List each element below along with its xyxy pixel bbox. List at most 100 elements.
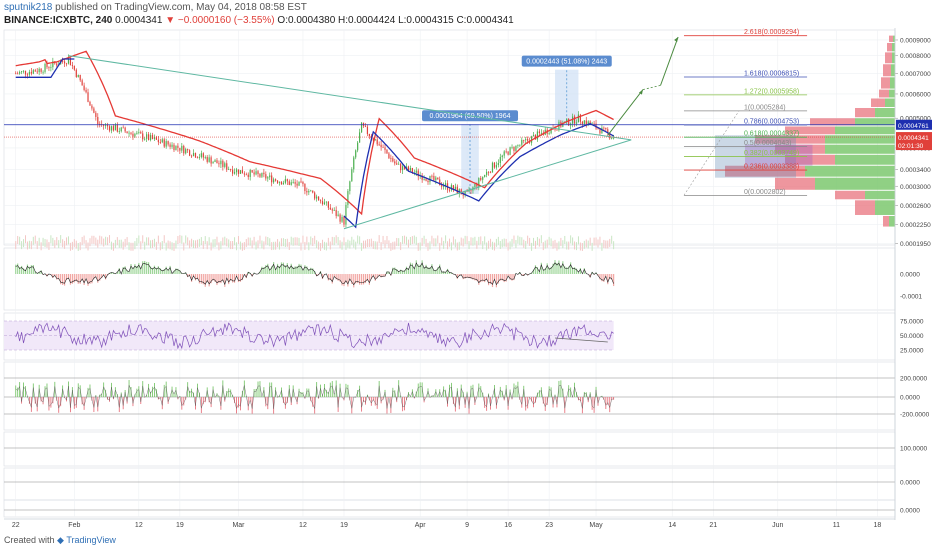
macd-histogram-bar bbox=[204, 274, 206, 287]
candle-body bbox=[249, 170, 251, 177]
volume-profile-bar bbox=[879, 89, 889, 98]
candle-body bbox=[511, 146, 513, 148]
candle-body bbox=[540, 132, 542, 134]
projection-arrow-line bbox=[607, 89, 644, 136]
volume-bar bbox=[128, 242, 130, 251]
volume-bar bbox=[52, 237, 54, 246]
macd-histogram-bar bbox=[423, 267, 425, 274]
time-tick-label: 9 bbox=[465, 522, 469, 529]
volume-profile-bar bbox=[835, 190, 865, 200]
candle-body bbox=[190, 155, 193, 157]
candle-body bbox=[179, 147, 181, 151]
volume-bar bbox=[109, 235, 111, 244]
candle-body bbox=[454, 186, 456, 190]
macd-histogram-bar bbox=[415, 260, 417, 274]
candle-body bbox=[587, 121, 589, 125]
volume-bar bbox=[400, 242, 402, 251]
macd-histogram-bar bbox=[187, 274, 189, 278]
candle-body bbox=[146, 134, 148, 139]
candle-body bbox=[538, 131, 540, 134]
volume-bar bbox=[212, 239, 214, 248]
macd-histogram-bar bbox=[571, 267, 574, 274]
macd-histogram-bar bbox=[85, 274, 87, 280]
volume-bar bbox=[335, 235, 337, 244]
macd-histogram-bar bbox=[499, 274, 501, 281]
volume-bar bbox=[417, 242, 419, 251]
candle-body bbox=[466, 190, 468, 192]
candle-body bbox=[304, 184, 306, 192]
macd-axis-label: -0.0001 bbox=[900, 294, 922, 301]
macd-histogram-bar bbox=[403, 270, 406, 274]
measure-box bbox=[555, 69, 579, 125]
macd-histogram-bar bbox=[378, 274, 380, 276]
candle-body bbox=[108, 126, 111, 131]
volume-bar bbox=[34, 235, 36, 244]
time-tick-label: 14 bbox=[668, 522, 676, 529]
macd-histogram-bar bbox=[112, 272, 115, 274]
volume-bar bbox=[214, 239, 216, 248]
candle-body bbox=[120, 127, 122, 132]
candle-body bbox=[577, 114, 580, 123]
candle-body bbox=[40, 68, 42, 72]
volume-bar bbox=[404, 235, 406, 244]
macd-histogram-bar bbox=[20, 265, 23, 274]
volume-bar bbox=[474, 236, 476, 245]
macd-axis-label: 0.0000 bbox=[900, 272, 920, 279]
tradingview-link[interactable]: TradingView bbox=[66, 535, 116, 545]
macd-histogram-bar bbox=[589, 274, 591, 278]
macd-histogram-bar bbox=[245, 274, 247, 279]
volume-bar bbox=[445, 235, 447, 244]
arrow-head-icon bbox=[674, 37, 679, 43]
osc-line bbox=[15, 385, 614, 409]
macd-histogram-bar bbox=[196, 274, 199, 279]
candle-body bbox=[284, 179, 286, 183]
macd-histogram-bar bbox=[65, 274, 68, 281]
macd-histogram-bar bbox=[538, 270, 540, 274]
macd-histogram-bar bbox=[286, 263, 288, 274]
volume-profile bbox=[715, 35, 895, 227]
volume-bar bbox=[579, 242, 581, 251]
volume-bar bbox=[355, 241, 357, 250]
volume-bar bbox=[259, 235, 261, 244]
macd-histogram-bar bbox=[443, 271, 445, 274]
volume-bar bbox=[380, 242, 382, 251]
macd-histogram-bar bbox=[308, 269, 310, 274]
macd-histogram-bar bbox=[396, 269, 398, 274]
volume-bar bbox=[363, 240, 365, 249]
candle-body bbox=[196, 157, 199, 159]
macd-histogram-bar bbox=[105, 274, 107, 280]
volume-bar bbox=[603, 239, 605, 248]
volume-bar bbox=[38, 237, 40, 246]
candle-body bbox=[573, 116, 576, 124]
macd-histogram-bar bbox=[431, 264, 433, 274]
candle-body bbox=[585, 120, 587, 125]
volume-bar bbox=[140, 241, 142, 250]
volume-bar bbox=[21, 241, 23, 250]
macd-histogram-bar bbox=[284, 265, 286, 274]
macd-histogram-bar bbox=[216, 274, 218, 286]
candle-body bbox=[476, 184, 478, 187]
macd-histogram-bar bbox=[316, 274, 318, 277]
macd-histogram-bar bbox=[235, 274, 238, 277]
volume-bar bbox=[450, 242, 452, 251]
author-link[interactable]: sputnik218 bbox=[4, 2, 53, 13]
candle-body bbox=[183, 145, 185, 154]
macd-histogram-bar bbox=[179, 270, 181, 274]
candle-body bbox=[69, 57, 72, 66]
macd-histogram-bar bbox=[161, 270, 163, 274]
volume-bar bbox=[277, 239, 279, 248]
candle-body bbox=[306, 191, 308, 193]
macd-histogram-bar bbox=[321, 274, 324, 279]
macd-histogram-bar bbox=[99, 274, 101, 281]
macd-histogram-bar bbox=[573, 267, 576, 274]
candle-body bbox=[251, 170, 253, 173]
volume-profile-bar bbox=[835, 126, 895, 135]
volume-bar bbox=[64, 240, 66, 249]
candle-body bbox=[257, 171, 259, 174]
candle-body bbox=[437, 177, 439, 180]
candle-body bbox=[360, 122, 363, 133]
volume-bar bbox=[237, 236, 239, 245]
volume-bar bbox=[282, 238, 284, 247]
